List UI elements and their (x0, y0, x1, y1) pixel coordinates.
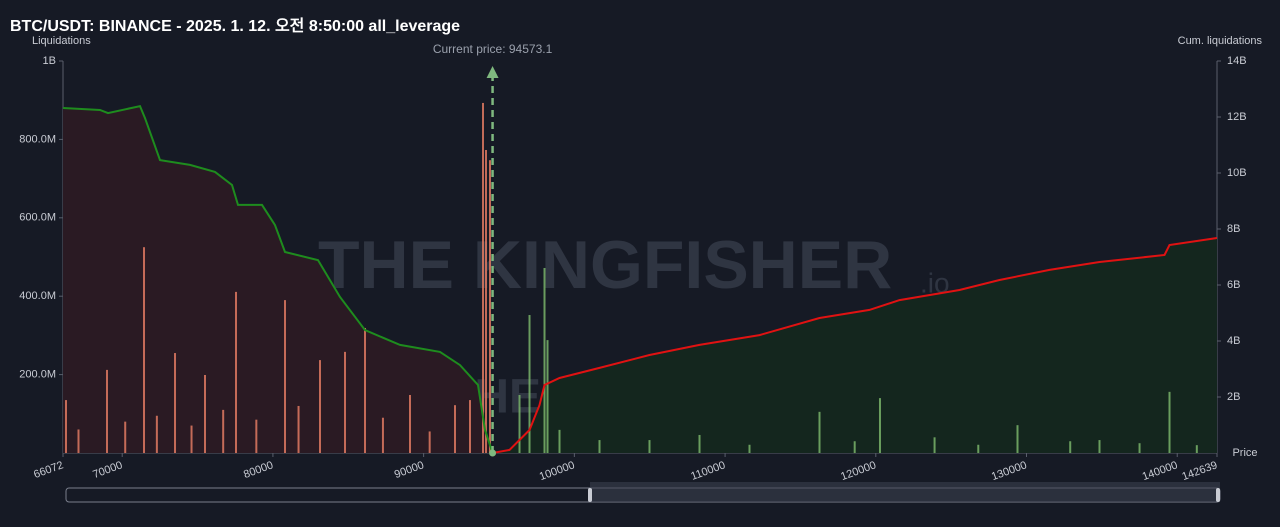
bar (174, 353, 177, 453)
bar (143, 247, 146, 453)
y-tick-label: 200.0M (19, 369, 56, 381)
bar (748, 444, 751, 453)
bar (818, 411, 821, 453)
current-price-label: Current price: 94573.1 (433, 42, 553, 56)
scroll-window[interactable] (590, 482, 1220, 502)
bar (485, 149, 488, 453)
current-price-dot (489, 449, 497, 457)
bar (1069, 441, 1072, 453)
y-tick-label: 800.0M (19, 133, 56, 145)
cumulative-line (62, 104, 494, 454)
y2-tick-label: 2B (1227, 391, 1240, 403)
y2-tick-label: 8B (1227, 223, 1240, 235)
scroll-handle[interactable] (1216, 488, 1220, 502)
bar (319, 360, 322, 453)
bar (454, 405, 457, 453)
bar (344, 351, 347, 453)
bar (1168, 391, 1171, 453)
bar (428, 431, 431, 453)
current-price-arrow (486, 66, 499, 78)
bar (698, 434, 701, 453)
bar (518, 394, 521, 453)
chart-title: BTC/USDT: BINANCE - 2025. 1. 12. 오전 8:50… (10, 17, 460, 35)
bar (468, 400, 471, 453)
bar (204, 374, 207, 453)
scrollbar[interactable] (65, 482, 1221, 503)
scroll-handle[interactable] (588, 488, 592, 502)
area-fill (492, 238, 1217, 453)
plot: 200.0M 400.0M 600.0M 800.0M 1B 2B 4B 6B 8B 10B 12B… (19, 42, 1246, 483)
bar (155, 415, 158, 453)
bar (190, 425, 193, 453)
y-tick-label: 1B (43, 55, 56, 67)
x-axis-label: Price (1232, 447, 1257, 459)
bar (1016, 425, 1019, 453)
bar (878, 398, 881, 453)
y2-tick-label: 12B (1227, 111, 1247, 123)
bar (235, 291, 238, 453)
bar (77, 429, 80, 453)
y-tick-label: 400.0M (19, 290, 56, 302)
y-axis-label: Liquidations (32, 35, 91, 47)
bar (598, 440, 601, 453)
bar (364, 327, 367, 453)
area-fill (63, 106, 493, 453)
y2-tick-label: 6B (1227, 279, 1240, 291)
bar (105, 369, 108, 453)
bar (381, 417, 384, 453)
y2-tick-label: 14B (1227, 55, 1247, 67)
watermark-text: THE KINGFISHER (318, 227, 892, 303)
bar (408, 394, 411, 453)
bar (222, 409, 225, 453)
bar (1098, 440, 1101, 453)
bar (297, 405, 300, 453)
bar (124, 421, 127, 453)
bar (255, 419, 258, 453)
bar (977, 444, 980, 453)
bar (543, 267, 546, 453)
bar (933, 437, 936, 453)
bar (648, 440, 651, 453)
bar (482, 102, 485, 453)
cumulative-line (492, 237, 1218, 454)
bar (558, 429, 561, 453)
bar (546, 340, 549, 453)
bar (1195, 445, 1198, 453)
bar (488, 160, 491, 453)
bar (64, 400, 67, 453)
y2-axis-label: Cum. liquidations (1178, 35, 1263, 47)
y2-tick-label: 4B (1227, 335, 1240, 347)
bar (528, 315, 531, 453)
bar (1138, 443, 1141, 453)
y-tick-label: 600.0M (19, 212, 56, 224)
bar (853, 441, 856, 453)
bar (284, 300, 287, 453)
y2-tick-label: 10B (1227, 167, 1247, 179)
